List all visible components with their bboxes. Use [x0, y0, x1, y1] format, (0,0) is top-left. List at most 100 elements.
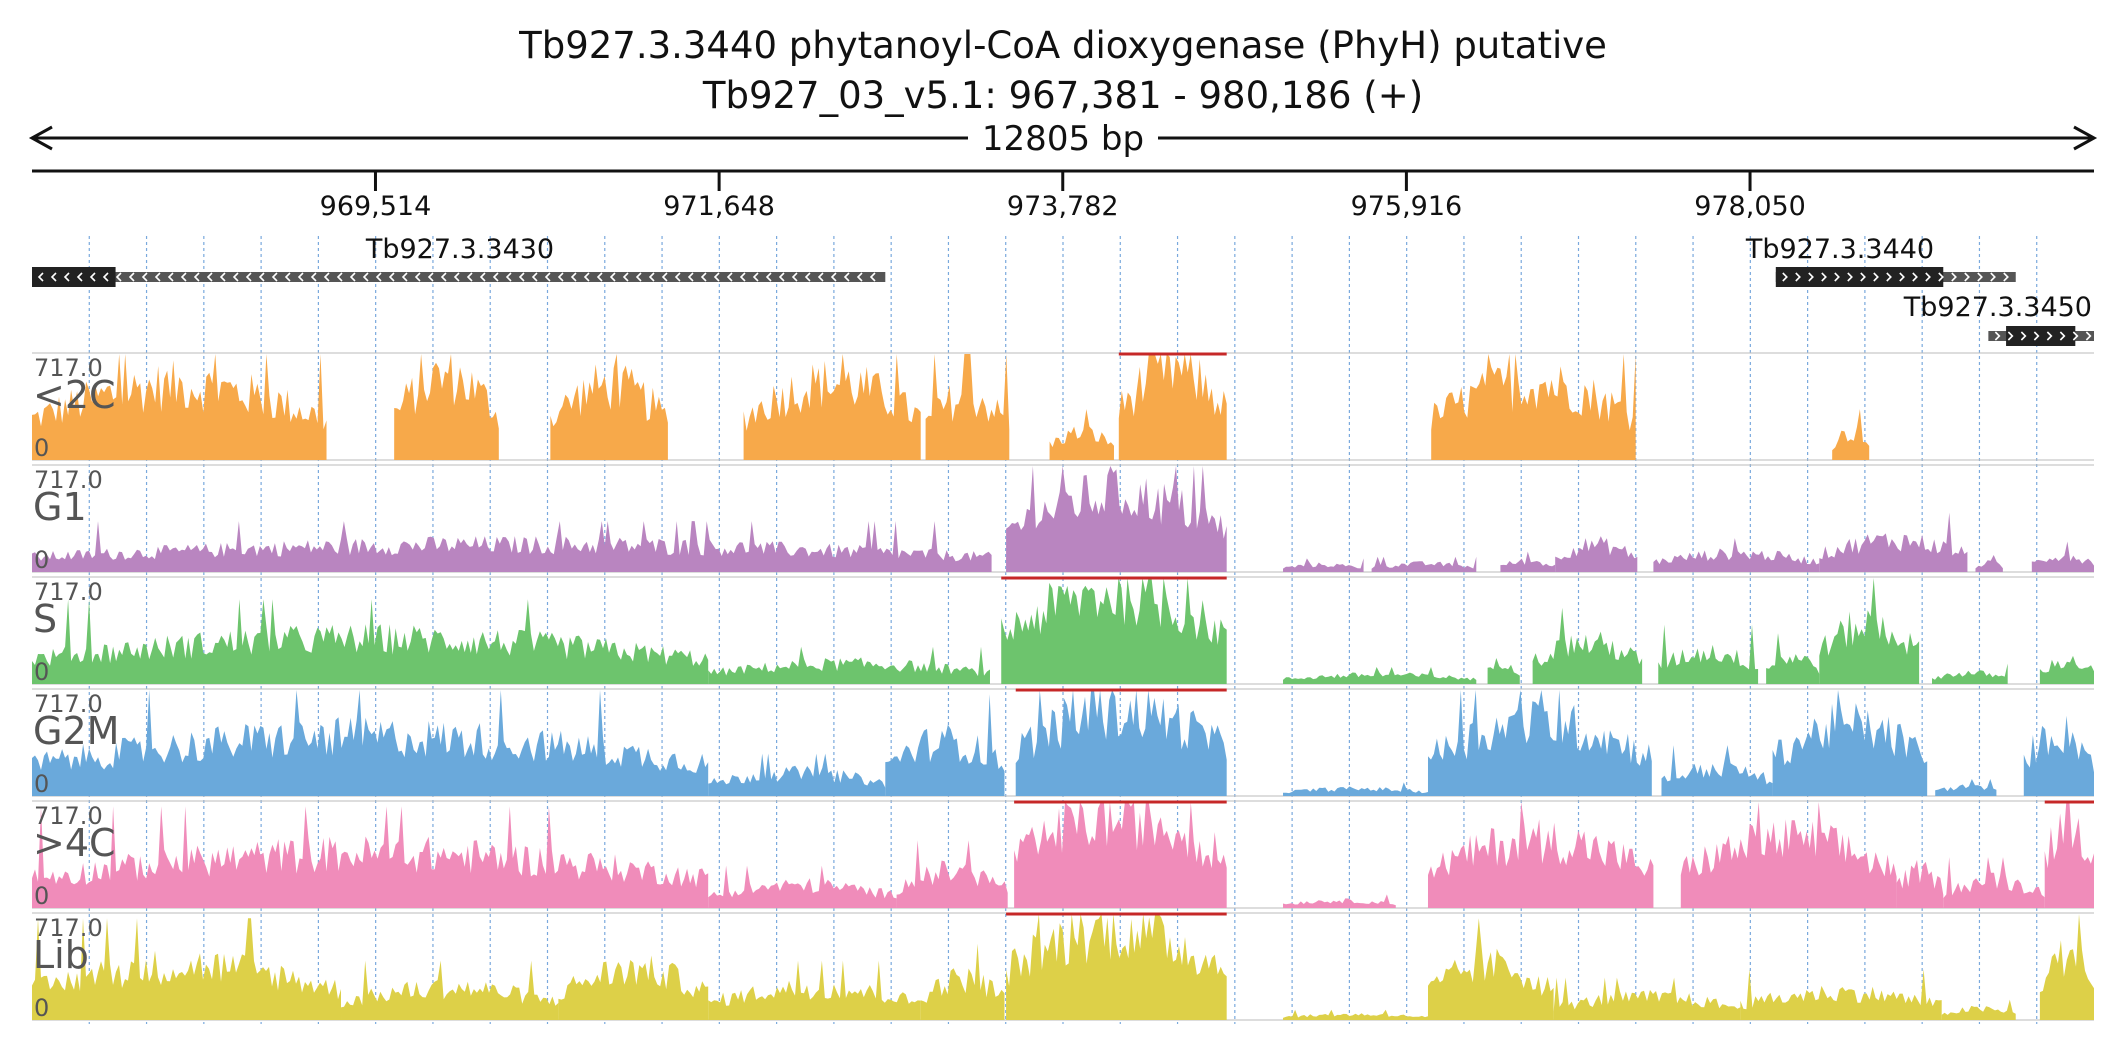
strand-chevron: [50, 272, 57, 282]
track-min-label: 0: [34, 434, 49, 462]
strand-chevron: [102, 272, 109, 282]
gene-utr: [32, 272, 886, 282]
coverage-area: [1001, 578, 1227, 684]
strand-chevron: [37, 272, 44, 282]
strand-chevron: [492, 272, 499, 282]
strand-chevron: [297, 272, 304, 282]
coverage-area: [1049, 409, 1114, 460]
coverage-area: [1653, 538, 1820, 572]
strand-chevron: [2072, 331, 2079, 341]
strand-chevron: [1938, 272, 1944, 282]
coverage-area: [743, 354, 921, 460]
coverage-area: [708, 960, 921, 1020]
strand-chevron: [1990, 272, 1996, 282]
coverage-area: [2039, 914, 2094, 1020]
strand-chevron: [1977, 272, 1983, 282]
strand-chevron: [1964, 272, 1970, 282]
coverage-area: [32, 690, 709, 796]
coverage-area: [32, 918, 342, 1020]
track-min-label: 0: [34, 658, 49, 686]
track-max-label: 717.0: [34, 354, 103, 382]
strand-chevron: [2085, 331, 2092, 341]
coverage-area: [1006, 466, 1227, 572]
track-name: Lib: [33, 933, 89, 977]
track-min-label: 0: [34, 994, 49, 1022]
coverage-area: [1896, 859, 1944, 908]
coverage-area: [1283, 782, 1428, 796]
gene-label: Tb927.3.3430: [365, 234, 554, 265]
coverage-area: [925, 354, 1010, 460]
coverage-tracks: 717.00<2C717.00G1717.00S717.00G2M717.00>…: [32, 352, 2094, 1022]
gene-models: Tb927.3.3430 Tb927.3.3440 Tb927.3.3450: [32, 234, 2094, 346]
coverage-area: [1283, 667, 1477, 684]
strand-chevron: [856, 272, 863, 282]
coverage-area: [708, 646, 990, 684]
strand-chevron: [128, 272, 135, 282]
span-length-label: 12805 bp: [982, 119, 1144, 159]
coverage-area: [1935, 779, 1997, 796]
track-max-label: 717.0: [34, 914, 103, 942]
strand-chevron: [336, 272, 343, 282]
coverage-area: [394, 354, 499, 460]
strand-chevron: [648, 272, 655, 282]
coverage-area: [1943, 857, 2045, 908]
coverage-area: [1015, 690, 1227, 796]
coverage-area: [1283, 894, 1396, 908]
coverage-area: [1740, 969, 1942, 1020]
strand-chevron: [310, 272, 317, 282]
coverage-track: 717.0 0 Lib: [32, 912, 2094, 1022]
strand-chevron: [817, 272, 824, 282]
gene-label: Tb927.3.3450: [1903, 292, 2092, 323]
strand-chevron: [466, 272, 473, 282]
strand-chevron: [1808, 272, 1814, 282]
strand-chevron: [167, 272, 174, 282]
coverage-area: [1772, 690, 1928, 796]
coverage-track: 717.0 0 G2M: [32, 688, 2094, 798]
track-min-label: 0: [34, 546, 49, 574]
strand-chevron: [765, 272, 772, 282]
strand-chevron: [232, 272, 239, 282]
gene-label: Tb927.3.3440: [1745, 234, 1934, 265]
track-max-label: 717.0: [34, 802, 103, 830]
track-name: G1: [33, 485, 87, 529]
track-name: G2M: [33, 709, 119, 753]
strand-chevron: [1782, 272, 1788, 282]
strand-chevron: [1912, 272, 1918, 282]
coverage-area: [708, 753, 886, 796]
coordinate-axis: 969,514 971,648 973,782 975,916 978,050: [32, 169, 2094, 222]
strand-chevron: [843, 272, 850, 282]
axis-tick-label: 973,782: [1007, 191, 1119, 222]
strand-chevron: [115, 272, 122, 282]
coverage-track: 717.0 0 <2C: [32, 352, 2094, 462]
gene-model: Tb927.3.3440: [1745, 234, 2016, 287]
coverage-area: [2023, 715, 2094, 796]
coverage-area: [32, 806, 709, 908]
strand-chevron: [180, 272, 187, 282]
coverage-track: 717.0 0 S: [32, 576, 2094, 686]
strand-chevron: [193, 272, 200, 282]
coverage-area: [1661, 745, 1773, 796]
coverage-area: [1975, 555, 2003, 572]
strand-chevron: [401, 272, 408, 282]
strand-chevron: [1834, 272, 1840, 282]
strand-chevron: [687, 272, 694, 282]
strand-chevron: [518, 272, 525, 282]
span-arrow-left: [28, 125, 53, 151]
coverage-area: [550, 354, 668, 460]
strand-chevron: [349, 272, 356, 282]
coverage-area: [1431, 354, 1636, 460]
strand-chevron: [583, 272, 590, 282]
coverage-area: [1819, 578, 1920, 684]
strand-chevron: [453, 272, 460, 282]
coverage-area: [1427, 802, 1654, 908]
strand-chevron: [323, 272, 330, 282]
strand-chevron: [804, 272, 811, 282]
coverage-area: [1006, 914, 1227, 1020]
strand-chevron: [700, 272, 707, 282]
strand-chevron: [63, 272, 70, 282]
track-min-label: 0: [34, 770, 49, 798]
strand-chevron: [2059, 331, 2066, 341]
strand-chevron: [1873, 272, 1879, 282]
strand-chevron: [596, 272, 603, 282]
